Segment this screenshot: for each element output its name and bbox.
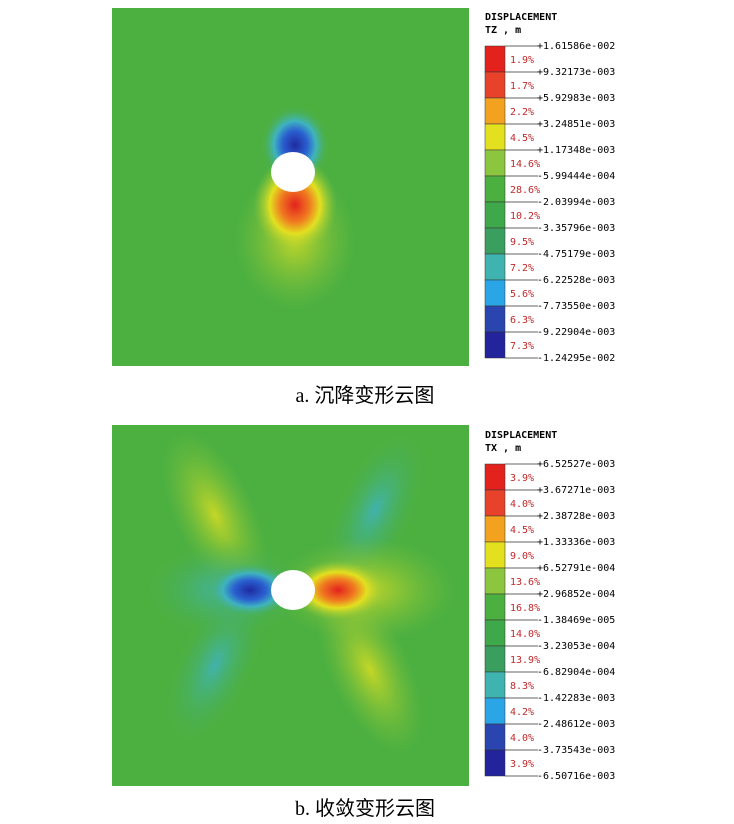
legend-band	[484, 201, 506, 229]
legend-percent: 2.2%	[510, 107, 534, 118]
legend-band	[484, 749, 506, 777]
legend-level: -6.82904e-004	[537, 667, 615, 678]
legend-percent: 5.6%	[510, 289, 534, 300]
legend-band	[484, 645, 506, 673]
legend-percent: 3.9%	[510, 473, 534, 484]
legend-level: +3.24851e-003	[537, 119, 615, 130]
legend-percent: 13.6%	[510, 577, 540, 588]
legend-unit: TX , m	[485, 443, 521, 454]
legend-percent: 4.2%	[510, 707, 534, 718]
legend-percent: 6.3%	[510, 315, 534, 326]
legend-level: +3.67271e-003	[537, 485, 615, 496]
legend-percent: 1.7%	[510, 81, 534, 92]
legend-band	[484, 279, 506, 307]
legend-band	[484, 331, 506, 359]
legend-percent: 28.6%	[510, 185, 540, 196]
legend-level: +1.33336e-003	[537, 537, 615, 548]
legend-percent: 9.5%	[510, 237, 534, 248]
legend-band	[484, 97, 506, 125]
legend-band	[484, 723, 506, 751]
legend-level: -1.42283e-003	[537, 693, 615, 704]
legend-percent: 1.9%	[510, 55, 534, 66]
legend-band	[484, 253, 506, 281]
caption: b. 收敛变形云图	[295, 797, 435, 820]
legend-level: -3.23053e-004	[537, 641, 615, 652]
legend-level: -3.35796e-003	[537, 223, 615, 234]
legend-level: -2.03994e-003	[537, 197, 615, 208]
contour-settlement	[112, 8, 469, 366]
legend-band	[484, 697, 506, 725]
legend-level: -5.99444e-004	[537, 171, 615, 182]
legend-band	[484, 593, 506, 621]
legend-percent: 3.9%	[510, 759, 534, 770]
legend-percent: 4.5%	[510, 525, 534, 536]
legend-band	[484, 71, 506, 99]
legend-level: +9.32173e-003	[537, 67, 615, 78]
legend-band	[484, 671, 506, 699]
legend-percent: 4.0%	[510, 499, 534, 510]
legend-level: -7.73550e-003	[537, 301, 615, 312]
legend-level: -1.38469e-005	[537, 615, 615, 626]
legend-level: +6.52791e-004	[537, 563, 615, 574]
legend-percent: 7.2%	[510, 263, 534, 274]
legend-percent: 16.8%	[510, 603, 540, 614]
legend-band	[484, 619, 506, 647]
legend-level: +2.96852e-004	[537, 589, 615, 600]
legend-level: -3.73543e-003	[537, 745, 615, 756]
legend-percent: 4.5%	[510, 133, 534, 144]
legend-level: +5.92983e-003	[537, 93, 615, 104]
legend-percent: 13.9%	[510, 655, 540, 666]
legend-level: -4.75179e-003	[537, 249, 615, 260]
legend-band	[484, 541, 506, 569]
legend-band	[484, 463, 506, 491]
legend-title: DISPLACEMENT	[485, 12, 557, 23]
legend-level: +2.38728e-003	[537, 511, 615, 522]
legend-band	[484, 567, 506, 595]
caption: a. 沉降变形云图	[296, 384, 435, 407]
legend-percent: 9.0%	[510, 551, 534, 562]
legend-band	[484, 305, 506, 333]
legend-band	[484, 227, 506, 255]
legend-band	[484, 123, 506, 151]
legend-level: -2.48612e-003	[537, 719, 615, 730]
legend-band	[484, 175, 506, 203]
legend-band	[484, 45, 506, 73]
contour-convergence	[112, 425, 469, 786]
legend-level: +1.17348e-003	[537, 145, 615, 156]
legend-band	[484, 149, 506, 177]
legend-band	[484, 515, 506, 543]
legend-percent: 14.0%	[510, 629, 540, 640]
legend-percent: 4.0%	[510, 733, 534, 744]
legend-level: -1.24295e-002	[537, 353, 615, 364]
legend-level: -6.50716e-003	[537, 771, 615, 782]
legend-band	[484, 489, 506, 517]
legend-percent: 14.6%	[510, 159, 540, 170]
legend-level: +1.61586e-002	[537, 41, 615, 52]
legend-level: +6.52527e-003	[537, 459, 615, 470]
legend-percent: 8.3%	[510, 681, 534, 692]
legend-unit: TZ , m	[485, 25, 521, 36]
legend-title: DISPLACEMENT	[485, 430, 557, 441]
legend-percent: 10.2%	[510, 211, 540, 222]
legend-level: -9.22904e-003	[537, 327, 615, 338]
legend-level: -6.22528e-003	[537, 275, 615, 286]
legend-percent: 7.3%	[510, 341, 534, 352]
